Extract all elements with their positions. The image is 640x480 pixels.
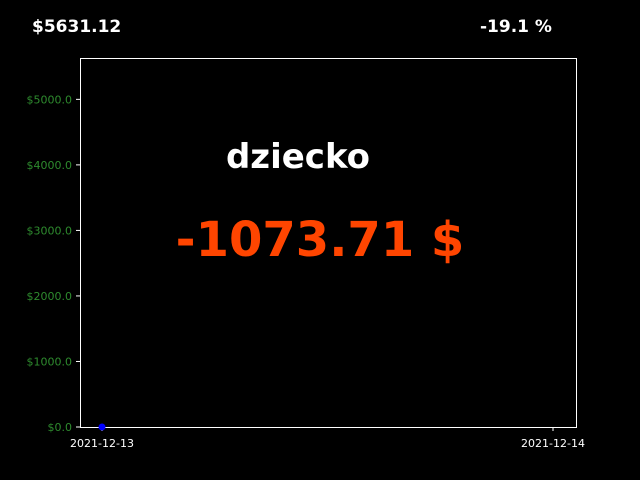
- plot-frame: [80, 58, 577, 428]
- y-tick-label: $0.0: [48, 421, 73, 434]
- x-axis: 2021-12-13 2021-12-14: [70, 427, 585, 450]
- x-tick-label: 2021-12-13: [70, 437, 134, 450]
- x-tick-label: 2021-12-14: [521, 437, 585, 450]
- y-tick-label: $5000.0: [27, 93, 73, 106]
- y-tick-label: $4000.0: [27, 159, 73, 172]
- y-tick-label: $2000.0: [27, 290, 73, 303]
- balance-value: $5631.12: [32, 17, 122, 37]
- y-tick-label: $3000.0: [27, 224, 73, 237]
- data-point: [98, 423, 106, 431]
- pnl-label: -1073.71 $: [176, 212, 465, 268]
- y-tick-label: $1000.0: [27, 355, 73, 368]
- series-layer: [98, 423, 106, 431]
- y-axis: $0.0 $1000.0 $2000.0 $3000.0 $4000.0 $5000.0: [27, 93, 80, 434]
- account-name-label: dziecko: [226, 137, 370, 177]
- change-percent-value: -19.1 %: [480, 17, 552, 37]
